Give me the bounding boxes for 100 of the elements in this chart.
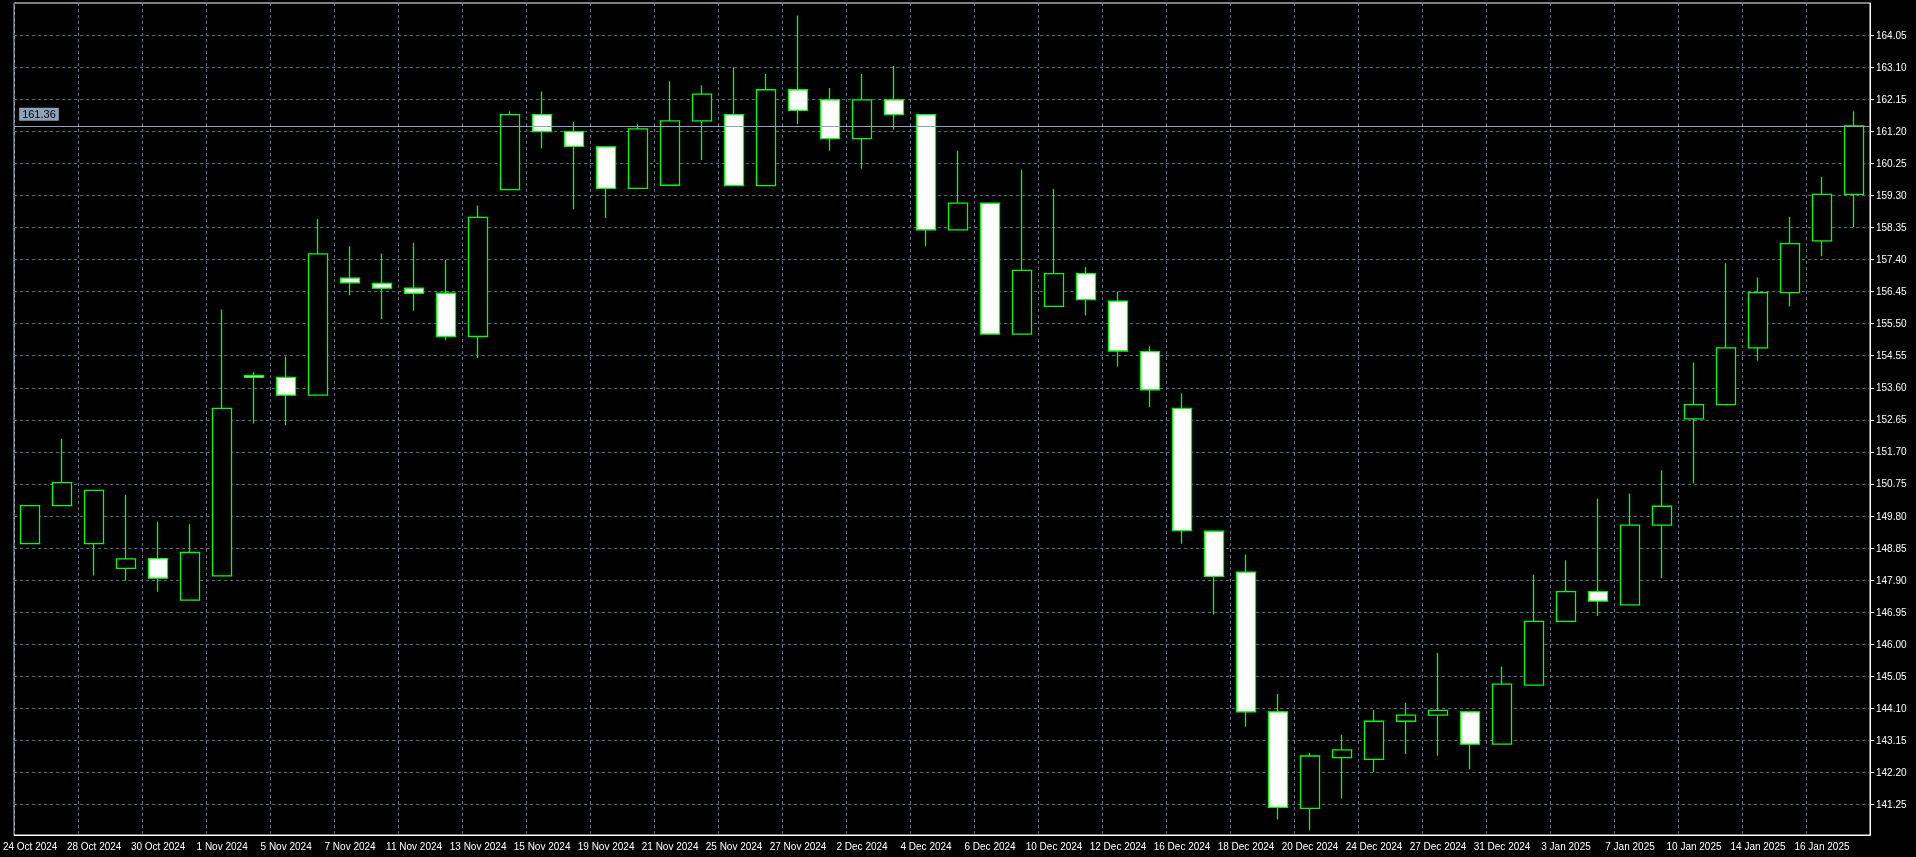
candlestick: [1139, 345, 1161, 409]
y-tick-label: 155.50: [1876, 318, 1908, 330]
x-tick-label: 13 Nov 2024: [449, 840, 507, 852]
candlestick: [1235, 553, 1257, 728]
y-tick-label: 144.10: [1876, 702, 1908, 714]
y-tick-label: 151.70: [1876, 446, 1908, 458]
x-tick-label: 14 Jan 2025: [1730, 840, 1786, 852]
candlestick: [659, 80, 681, 186]
y-tick-label: 148.85: [1876, 542, 1908, 554]
y-tick-label: 161.20: [1876, 125, 1908, 137]
x-tick-label: 20 Dec 2024: [1281, 840, 1339, 852]
x-tick-label: 5 Nov 2024: [260, 840, 313, 852]
candlestick: [1779, 216, 1801, 308]
candlestick: [595, 146, 617, 219]
candlestick: [115, 494, 137, 582]
x-tick-label: 30 Oct 2024: [130, 840, 186, 852]
ref-line-label: 161.36: [22, 108, 56, 121]
x-tick-label: 27 Nov 2024: [769, 840, 827, 852]
candlestick: [1811, 176, 1833, 257]
x-tick-label: 28 Oct 2024: [66, 840, 122, 852]
candlestick: [307, 218, 329, 396]
x-tick-label: 16 Jan 2025: [1794, 840, 1850, 852]
candlestick: [1459, 711, 1481, 770]
x-tick-label: 15 Nov 2024: [513, 840, 571, 852]
candlestick: [1395, 702, 1417, 755]
y-tick-label: 142.20: [1876, 767, 1908, 779]
candlestick: [1171, 392, 1193, 545]
y-tick-label: 160.25: [1876, 157, 1908, 169]
candlestick: [1427, 652, 1449, 757]
candlestick: [1651, 469, 1673, 579]
candlestick: [883, 65, 905, 131]
y-tick-label: 162.15: [1876, 93, 1908, 105]
y-tick-label: 145.05: [1876, 670, 1908, 682]
y-tick-label: 149.80: [1876, 510, 1908, 522]
candlestick: [51, 438, 73, 507]
y-tick-label: 153.60: [1876, 382, 1908, 394]
candlestick: [1555, 559, 1577, 622]
x-tick-label: 16 Dec 2024: [1153, 840, 1211, 852]
x-tick-label: 10 Dec 2024: [1025, 840, 1083, 852]
candlestick: [915, 114, 937, 248]
candlestick: [723, 66, 745, 187]
candlestick: [1299, 751, 1321, 831]
x-tick-label: 24 Dec 2024: [1345, 840, 1403, 852]
y-tick-label: 163.10: [1876, 61, 1908, 73]
y-tick-label: 154.55: [1876, 350, 1908, 362]
candlestick: [1075, 266, 1097, 317]
candlestick: [1747, 276, 1769, 362]
y-tick-label: 152.65: [1876, 414, 1908, 426]
candlestick: [1011, 169, 1033, 335]
x-tick-label: 25 Nov 2024: [705, 840, 763, 852]
candlestick: [563, 121, 585, 210]
candlestick: [403, 241, 425, 312]
y-tick-label: 156.45: [1876, 286, 1908, 298]
candlestick: [1683, 361, 1705, 484]
candlestick: [819, 87, 841, 152]
candlestick: [1619, 492, 1641, 606]
candlestick: [19, 504, 41, 545]
candlestick: [243, 371, 265, 425]
candlestick: [499, 110, 521, 191]
candlestick: [787, 14, 809, 125]
candlestick: [1107, 290, 1129, 368]
candlestick: [211, 308, 233, 577]
candlestick: [371, 252, 393, 320]
candlestick: [691, 84, 713, 161]
y-tick-label: 143.15: [1876, 734, 1908, 746]
x-tick-label: 11 Nov 2024: [386, 840, 443, 852]
candlestick: [947, 150, 969, 231]
x-tick-label: 7 Jan 2025: [1605, 840, 1656, 852]
x-tick-label: 4 Dec 2024: [900, 840, 953, 852]
candlestick: [755, 73, 777, 187]
candlestick: [83, 489, 105, 577]
candlestick: [1587, 497, 1609, 617]
y-tick-label: 146.95: [1876, 606, 1908, 618]
x-tick-label: 6 Dec 2024: [964, 840, 1017, 852]
y-tick-label: 157.40: [1876, 254, 1908, 266]
candlestick: [1523, 574, 1545, 686]
y-tick-label: 146.00: [1876, 638, 1908, 650]
y-tick-label: 164.05: [1876, 29, 1908, 41]
x-tick-label: 27 Dec 2024: [1409, 840, 1467, 852]
candlestick: [979, 202, 1001, 335]
candlestick: [1363, 709, 1385, 773]
x-tick-label: 19 Nov 2024: [577, 840, 635, 852]
candlestick: [339, 245, 361, 296]
candlestick: [627, 123, 649, 189]
candlestick: [1203, 530, 1225, 616]
y-tick-label: 159.30: [1876, 189, 1908, 201]
x-tick-label: 3 Jan 2025: [1541, 840, 1592, 852]
candlestick: [467, 204, 489, 359]
x-tick-label: 21 Nov 2024: [641, 840, 699, 852]
candlestick: [147, 521, 169, 593]
x-tick-label: 18 Dec 2024: [1217, 840, 1275, 852]
x-tick-label: 24 Oct 2024: [2, 840, 58, 852]
x-tick-label: 7 Nov 2024: [324, 840, 377, 852]
y-tick-label: 158.35: [1876, 221, 1908, 233]
y-tick-label: 141.25: [1876, 799, 1908, 811]
x-tick-label: 1 Nov 2024: [196, 840, 249, 852]
candlestick: [1267, 693, 1289, 821]
candlestick: [1491, 665, 1513, 745]
x-tick-label: 10 Jan 2025: [1666, 840, 1722, 852]
x-tick-label: 31 Dec 2024: [1473, 840, 1531, 852]
